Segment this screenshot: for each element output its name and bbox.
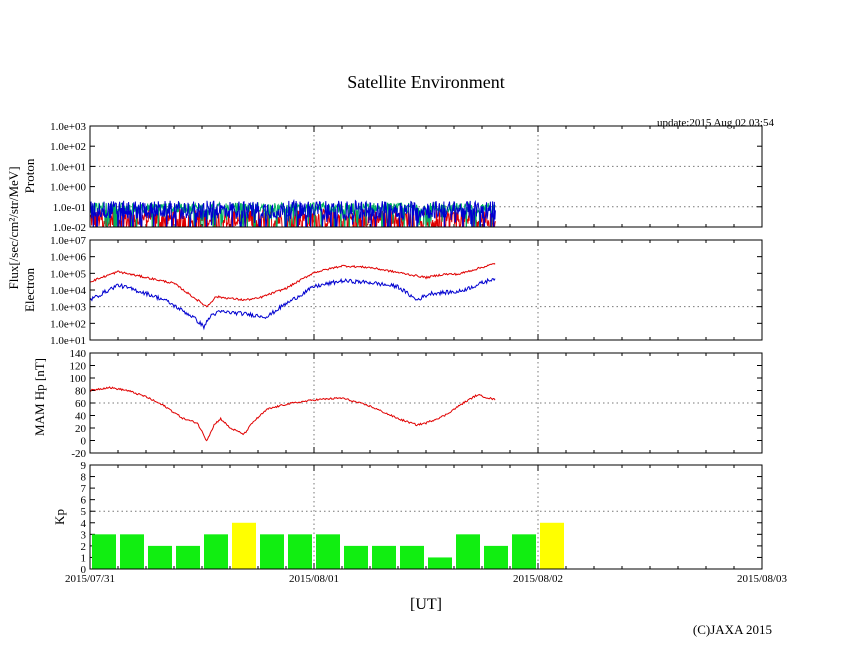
kp-bar xyxy=(484,545,508,569)
y-tick-label: 6 xyxy=(81,495,87,507)
y-tick-label: 20 xyxy=(75,423,87,435)
y-tick-label: 1 xyxy=(81,552,87,564)
kp-bar xyxy=(232,522,256,569)
y-tick-label: 1.0e+03 xyxy=(50,121,86,133)
kp-bar xyxy=(372,545,396,569)
y-tick-label: 1.0e+01 xyxy=(50,335,86,347)
proton-high-line xyxy=(90,198,496,227)
kp-bar xyxy=(400,545,424,569)
y-tick-label: 8 xyxy=(81,472,87,484)
y-tick-label: 1.0e+07 xyxy=(50,235,86,247)
chart-title: Satellite Environment xyxy=(347,72,504,92)
y-tick-label: 1.0e-01 xyxy=(53,202,86,214)
electron-high-line xyxy=(90,277,496,331)
y-tick-label: 60 xyxy=(75,398,87,410)
y-tick-label: 0 xyxy=(81,564,87,576)
panel-frame xyxy=(89,239,763,341)
electron-panel: 1.0e+07 1.0e+06 1.0e+05 1.0e+04 1.0e+03 1.0e+… xyxy=(50,235,763,347)
kp-bar xyxy=(176,545,200,569)
kp-axis-label: Kp xyxy=(52,509,67,525)
x-axis-label: [UT] xyxy=(410,596,442,613)
y-tick-label: 40 xyxy=(75,411,87,423)
update-timestamp: update:2015 Aug 02 03:54 xyxy=(657,117,775,129)
kp-bar xyxy=(344,545,368,569)
kp-bar xyxy=(120,534,144,569)
kp-bar xyxy=(288,534,312,569)
x-tick-label: 2015/08/02 xyxy=(513,573,563,585)
y-tick-label: 1.0e+04 xyxy=(50,285,86,297)
y-tick-label: 1.0e-02 xyxy=(53,222,86,234)
x-axis-ticks: 2015/07/31 2015/08/01 2015/08/02 2015/08/03 xyxy=(65,573,788,585)
electron-axis-label: Electron xyxy=(22,267,37,312)
mam-hp-axis-label: MAM Hp [nT] xyxy=(32,358,47,436)
kp-bar xyxy=(316,534,340,569)
panel-frame xyxy=(89,464,763,570)
y-tick-label: 1.0e+05 xyxy=(50,268,86,280)
y-tick-label: 1.0e+02 xyxy=(50,141,86,153)
proton-panel: 1.0e+03 1.0e+02 1.0e+01 1.0e+00 1.0e-01 1.0e-… xyxy=(50,121,763,234)
y-tick-label: 100 xyxy=(70,373,87,385)
y-tick-label: 140 xyxy=(70,348,87,360)
y-tick-label: 1.0e+03 xyxy=(50,302,86,314)
y-tick-label: 9 xyxy=(81,460,87,472)
y-tick-label: 3 xyxy=(81,529,87,541)
y-tick-label: 80 xyxy=(75,386,87,398)
y-tick-label: -20 xyxy=(71,448,86,460)
y-tick-label: 1.0e+00 xyxy=(50,182,86,194)
copyright: (C)JAXA 2015 xyxy=(693,622,772,637)
y-tick-label: 120 xyxy=(70,361,87,373)
x-tick-label: 2015/08/01 xyxy=(289,573,339,585)
y-tick-label: 2 xyxy=(81,541,87,553)
kp-bar xyxy=(148,545,172,569)
kp-bar xyxy=(204,534,228,569)
x-tick-label: 2015/07/31 xyxy=(65,573,115,585)
panel-frame xyxy=(89,352,763,454)
y-tick-label: 5 xyxy=(81,506,87,518)
kp-bar xyxy=(92,534,116,569)
kp-bar xyxy=(540,522,564,569)
kp-bar xyxy=(428,557,452,569)
panel-frame xyxy=(89,125,763,228)
y-tick-label: 0 xyxy=(81,436,87,448)
proton-axis-label: Proton xyxy=(22,158,37,193)
y-tick-label: 4 xyxy=(81,518,87,530)
flux-axis-label: Flux[/sec/cm²/str/MeV] xyxy=(6,166,21,289)
y-tick-label: 1.0e+01 xyxy=(50,161,86,173)
kp-bar xyxy=(512,534,536,569)
hp-line xyxy=(90,386,496,442)
kp-bar xyxy=(456,534,480,569)
electron-low-line xyxy=(90,262,496,308)
x-tick-label: 2015/08/03 xyxy=(737,573,788,585)
y-tick-label: 7 xyxy=(81,483,87,495)
kp-bar xyxy=(260,534,284,569)
y-tick-label: 1.0e+02 xyxy=(50,318,86,330)
y-tick-label: 1.0e+06 xyxy=(50,252,86,264)
